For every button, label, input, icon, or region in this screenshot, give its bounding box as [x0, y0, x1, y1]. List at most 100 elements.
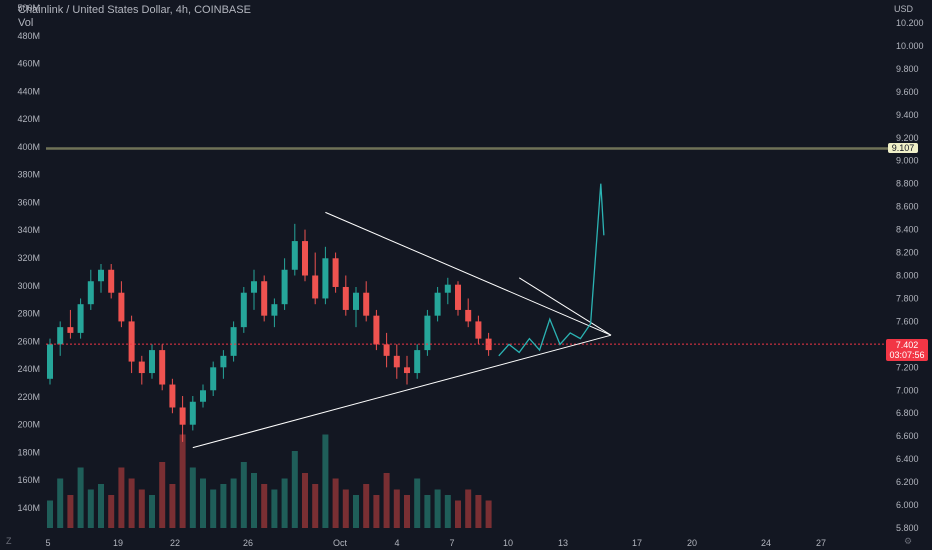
- symbol-title[interactable]: Chainlink / United States Dollar, 4h, CO…: [18, 4, 251, 16]
- time-tick-label: 22: [170, 538, 180, 548]
- volume-tick-label: 260M: [17, 336, 40, 346]
- volume-bar: [393, 489, 400, 528]
- current-price-badge: 7.402 03:07:56: [886, 339, 928, 361]
- time-tick-label: 4: [394, 538, 399, 548]
- volume-bar: [475, 495, 482, 528]
- volume-bar: [353, 495, 359, 528]
- volume-bar: [434, 489, 441, 528]
- price-tick-label: 10.200: [896, 18, 924, 28]
- volume-tick-label: 380M: [17, 170, 40, 180]
- price-tick-label: 7.800: [896, 293, 919, 303]
- candle-body: [332, 258, 339, 287]
- candle-body: [138, 361, 145, 374]
- time-tick-label: 10: [503, 538, 513, 548]
- candle-body: [363, 292, 370, 316]
- candle-body: [455, 284, 461, 310]
- volume-bar: [210, 489, 217, 528]
- volume-bar: [57, 478, 64, 528]
- candle-body: [261, 281, 268, 316]
- volume-tick-label: 240M: [17, 364, 40, 374]
- candle-body: [424, 315, 431, 351]
- price-tick-label: 7.000: [896, 385, 919, 395]
- candle-body: [57, 327, 64, 345]
- volume-bar: [159, 462, 166, 528]
- candle-body: [465, 309, 472, 322]
- volume-bar: [200, 478, 206, 528]
- volume-bar: [322, 434, 329, 528]
- price-tick-label: 6.000: [896, 500, 919, 510]
- candle-body: [159, 350, 166, 385]
- candle-body: [312, 275, 319, 299]
- volume-bar: [128, 478, 135, 528]
- volume-tick-label: 140M: [17, 503, 40, 513]
- candle-body: [87, 281, 94, 305]
- candle-body: [98, 269, 104, 282]
- candle-body: [444, 284, 451, 293]
- candle-body: [414, 350, 421, 374]
- tradingview-logo-icon[interactable]: Z: [6, 536, 12, 546]
- price-tick-label: 8.200: [896, 248, 919, 258]
- candle-body: [342, 286, 349, 310]
- volume-bar: [291, 451, 298, 528]
- currency-unit: USD: [894, 4, 914, 14]
- volume-label[interactable]: Vol: [18, 17, 34, 29]
- price-tick-label: 9.600: [896, 87, 919, 97]
- candle-body: [404, 367, 410, 374]
- volume-bar: [189, 467, 196, 528]
- volume-bar: [98, 484, 104, 528]
- volume-bar: [87, 489, 94, 528]
- volume-tick-label: 200M: [17, 420, 40, 430]
- time-axis[interactable]: 5 19 22 26 Oct 4 7 10 13 17 20 24 27: [45, 538, 826, 548]
- volume-bar: [444, 495, 451, 528]
- candle-body: [230, 327, 237, 356]
- price-tick-label: 9.200: [896, 133, 919, 143]
- volume-tick-label: 280M: [17, 309, 40, 319]
- chart-header: Chainlink / United States Dollar, 4h, CO…: [18, 4, 251, 30]
- volume-bar: [455, 500, 461, 528]
- volume-bar: [312, 484, 319, 528]
- price-tick-label: 8.600: [896, 202, 919, 212]
- price-tick-label: 8.800: [896, 179, 919, 189]
- volume-tick-label: 320M: [17, 253, 40, 263]
- volume-bar: [424, 495, 431, 528]
- price-tick-label: 10.000: [896, 41, 924, 51]
- volume-tick-label: 500M: [17, 3, 40, 13]
- price-tick-label: 6.200: [896, 477, 919, 487]
- volume-bar: [138, 489, 145, 528]
- volume-bar: [373, 495, 380, 528]
- trendlines[interactable]: [192, 211, 612, 449]
- volume-tick-label: 460M: [17, 59, 40, 69]
- volume-tick-label: 420M: [17, 114, 40, 124]
- volume-bar: [271, 489, 278, 528]
- time-tick-label: 20: [687, 538, 697, 548]
- price-tick-label: 6.600: [896, 431, 919, 441]
- volume-tick-label: 180M: [17, 447, 40, 457]
- volume-tick-label: 300M: [17, 281, 40, 291]
- time-tick-label: 26: [243, 538, 253, 548]
- volume-tick-label: 400M: [17, 142, 40, 152]
- projection-path[interactable]: [498, 183, 605, 357]
- volume-bar: [404, 495, 410, 528]
- bar-countdown: 03:07:56: [889, 350, 925, 360]
- candle-body: [118, 292, 125, 322]
- candle-body: [149, 350, 155, 374]
- volume-bar: [169, 484, 176, 528]
- settings-gear-icon[interactable]: ⚙: [904, 536, 913, 546]
- candle-body: [393, 355, 400, 368]
- candle-body: [108, 269, 115, 293]
- candle-body: [179, 407, 186, 425]
- price-tick-label: 6.400: [896, 454, 919, 464]
- volume-bars: [47, 434, 492, 528]
- candle-body: [169, 384, 176, 408]
- candle-body: [128, 321, 135, 362]
- price-tick-label: 8.000: [896, 271, 919, 281]
- volume-bar: [230, 478, 237, 528]
- volume-bar: [363, 484, 370, 528]
- candle-body: [251, 281, 257, 293]
- volume-tick-label: 440M: [17, 86, 40, 96]
- candle-body: [67, 327, 74, 333]
- candle-body: [373, 315, 380, 345]
- time-tick-label: 13: [558, 538, 568, 548]
- candle-body: [189, 401, 196, 425]
